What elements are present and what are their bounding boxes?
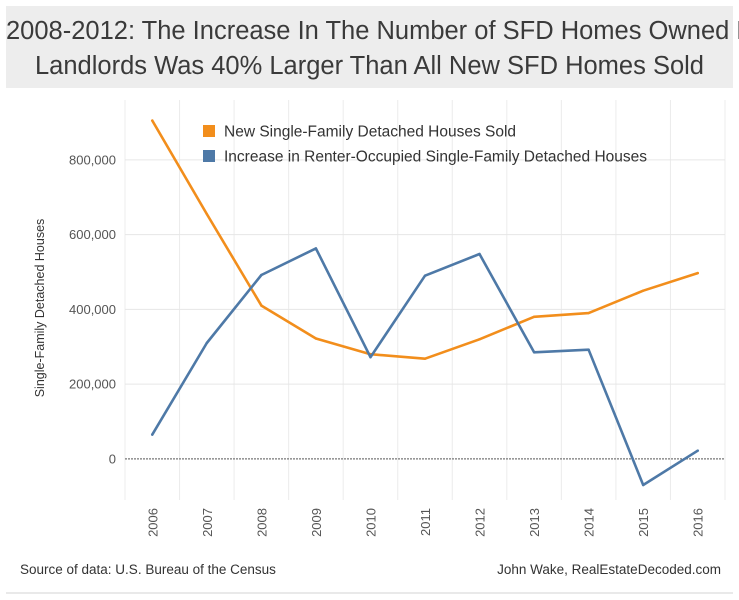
legend-label-1: New Single-Family Detached Houses Sold xyxy=(224,124,516,141)
x-tick-label: 2006 xyxy=(145,508,160,537)
data-point xyxy=(641,289,645,292)
data-point xyxy=(478,338,481,341)
x-tick-label: 2011 xyxy=(418,508,433,536)
data-point xyxy=(478,252,481,256)
y-tick-label: 0 xyxy=(109,451,116,466)
y-axis-title: Single-Family Detached Houses xyxy=(33,219,47,398)
chart-title-line-2: Landlords Was 40% Larger Than All New SF… xyxy=(35,52,704,80)
data-point xyxy=(696,449,699,452)
data-point xyxy=(696,271,699,275)
y-tick-label: 800,000 xyxy=(69,152,116,167)
x-tick-label: 2012 xyxy=(473,508,488,537)
chart-title-line-1: 2008-2012: The Increase In The Number of… xyxy=(6,17,739,45)
data-point xyxy=(532,315,536,319)
y-tick-label: 600,000 xyxy=(69,227,116,242)
data-point xyxy=(260,273,263,277)
title-banner: 2008-2012: The Increase In The Number of… xyxy=(6,6,739,88)
x-tick-label: 2007 xyxy=(200,508,215,537)
legend-swatch-2 xyxy=(203,150,215,162)
line-chart: 0 200,000 400,000 600,000 800,000 Single-Fami… xyxy=(33,100,726,537)
y-tick-label: 400,000 xyxy=(69,302,116,317)
legend-swatch-1 xyxy=(203,125,215,137)
x-tick-label: 2009 xyxy=(309,508,324,537)
data-point xyxy=(532,351,536,354)
data-point xyxy=(369,355,372,359)
data-point xyxy=(587,311,590,315)
x-tick-label: 2014 xyxy=(582,508,597,537)
data-point xyxy=(151,433,154,436)
legend-label-2: Increase in Renter-Occupied Single-Famil… xyxy=(224,149,647,166)
x-tick-label: 2015 xyxy=(636,508,651,537)
bottom-divider xyxy=(6,592,733,594)
data-point xyxy=(423,357,427,360)
data-point xyxy=(151,119,154,122)
data-point xyxy=(641,483,645,487)
data-point xyxy=(423,274,427,277)
data-point xyxy=(314,337,318,340)
x-tick-label: 2013 xyxy=(527,508,542,537)
data-point xyxy=(205,341,209,345)
x-tick-label: 2010 xyxy=(363,508,378,537)
data-point xyxy=(587,348,590,351)
x-tick-label: 2016 xyxy=(691,508,706,537)
y-tick-label: 200,000 xyxy=(69,377,116,392)
source-note: Source of data: U.S. Bureau of the Censu… xyxy=(20,562,276,577)
data-point xyxy=(205,212,209,216)
chart-area: 0 200,000 400,000 600,000 800,000 Single-Fami… xyxy=(6,95,733,555)
data-point xyxy=(260,304,263,307)
data-point xyxy=(314,247,318,250)
credit-note: John Wake, RealEstateDecoded.com xyxy=(497,562,721,577)
x-tick-label: 2008 xyxy=(254,508,269,537)
